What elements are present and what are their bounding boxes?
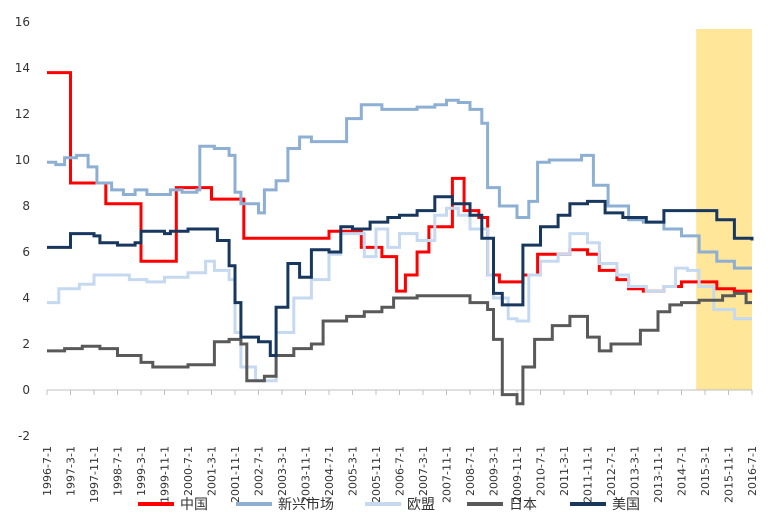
y-tick-label: 2 [22,337,30,351]
x-tick-label: 2014-7-1 [676,446,689,496]
x-tick-label: 2009-3-1 [488,446,501,496]
x-tick-label: 2004-7-1 [323,446,336,496]
x-tick-label: 2008-7-1 [464,446,477,496]
y-tick-label: -2 [18,429,30,443]
legend-label-2: 新兴市场 [278,496,334,513]
x-tick-label: 2003-11-1 [300,446,313,503]
x-tick-label: 2015-11-1 [723,446,736,503]
x-tick-label: 2007-11-1 [441,446,454,503]
series-line-4 [47,291,752,406]
legend-label-1: 中国 [180,497,208,513]
x-tick-label: 2011-3-1 [558,446,571,496]
y-tick-label: 14 [15,61,30,75]
x-tick-label: 1997-3-1 [65,446,78,496]
series-layer [47,71,754,406]
axis-layer: -2 0 2 4 6 8 10 12 14 16 1996-7-1 1997-3-1 1997-11-1… [15,15,759,503]
series-line-3 [47,206,752,383]
y-tick-label: 6 [22,245,30,259]
x-tick-label: 2015-3-1 [699,446,712,496]
series-line-5 [47,195,754,357]
x-tick-label: 2003-3-1 [276,446,289,496]
x-tick-label: 2009-11-1 [511,446,524,503]
x-tick-label: 2005-11-1 [370,446,383,503]
legend-label-5: 美国 [612,497,640,513]
x-tick-label: 2001-11-1 [229,446,242,503]
y-tick-label: 0 [22,383,30,397]
x-tick-label: 2007-3-1 [417,446,430,496]
x-tick-label: 2006-7-1 [394,446,407,496]
x-tick-label: 1997-11-1 [88,446,101,503]
x-tick-label: 2002-7-1 [253,446,266,496]
x-tick-label: 2000-7-1 [182,446,195,496]
x-tick-label: 2005-3-1 [347,446,360,496]
x-tick-label: 1998-7-1 [112,446,125,496]
x-tick-label: 1999-3-1 [135,446,148,496]
x-tick-label: 2011-11-1 [582,446,595,503]
legend-label-3: 欧盟 [407,497,435,513]
x-tick-label: 1996-7-1 [41,446,54,496]
x-tick-label: 2001-3-1 [206,446,219,496]
legend: 中国 新兴市场 欧盟 日本 美国 [138,496,640,513]
x-tick-label: 2016-7-1 [746,446,759,496]
legend-label-4: 日本 [509,497,537,513]
y-tick-label: 16 [15,15,30,29]
y-tick-label: 10 [15,153,30,167]
x-tick-label: 1999-11-1 [159,446,172,503]
series-line-2 [47,98,752,270]
y-tick-label: 8 [22,199,30,213]
y-tick-label: 12 [15,107,30,121]
x-tick-label: 2012-7-1 [605,446,618,496]
x-tick-label: 2013-3-1 [629,446,642,496]
x-tick-label: 2010-7-1 [535,446,548,496]
x-tick-label: 2013-11-1 [652,446,665,503]
y-tick-label: 4 [22,291,30,305]
